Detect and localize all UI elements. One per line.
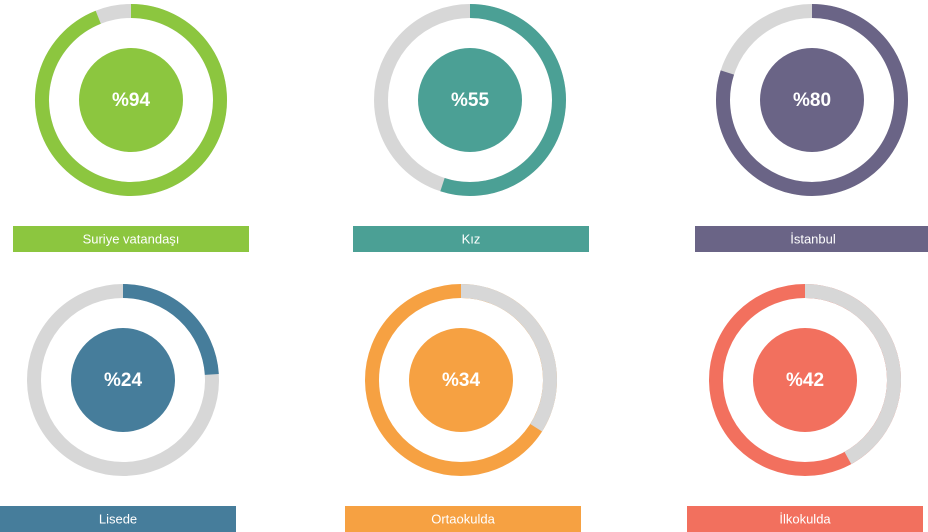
gauge-arc — [804, 284, 901, 465]
gauge-arc — [122, 284, 219, 376]
label-text: İstanbul — [790, 231, 836, 246]
gauge-arc — [716, 4, 908, 196]
label-text: İlkokulda — [779, 511, 831, 526]
gauge-center — [409, 328, 513, 432]
label-bar — [345, 506, 581, 532]
gauge-center — [418, 48, 522, 152]
gauge-center — [753, 328, 857, 432]
gauge-arc — [440, 4, 566, 196]
gauge-center — [760, 48, 864, 152]
label-text: Suriye vatandaşı — [83, 231, 180, 246]
gauge-arc — [35, 4, 227, 196]
label-bar — [353, 226, 589, 252]
label-text: Lisede — [99, 511, 137, 526]
label-bar — [695, 226, 928, 252]
gauge-value-label: %55 — [451, 90, 489, 111]
gauge-value-label: %94 — [112, 90, 150, 111]
gauge-value-label: %24 — [104, 370, 142, 391]
label-bar — [13, 226, 249, 252]
gauge-value-label: %42 — [786, 370, 824, 391]
gauge-value-label: %34 — [442, 370, 480, 391]
label-text: Ortaokulda — [431, 511, 495, 526]
label-text: Kız — [462, 231, 481, 246]
gauge-arc — [460, 284, 557, 432]
label-bar — [687, 506, 923, 532]
gauge-center — [79, 48, 183, 152]
gauge-center — [71, 328, 175, 432]
gauge-value-label: %80 — [793, 90, 831, 111]
label-bar — [0, 506, 236, 532]
